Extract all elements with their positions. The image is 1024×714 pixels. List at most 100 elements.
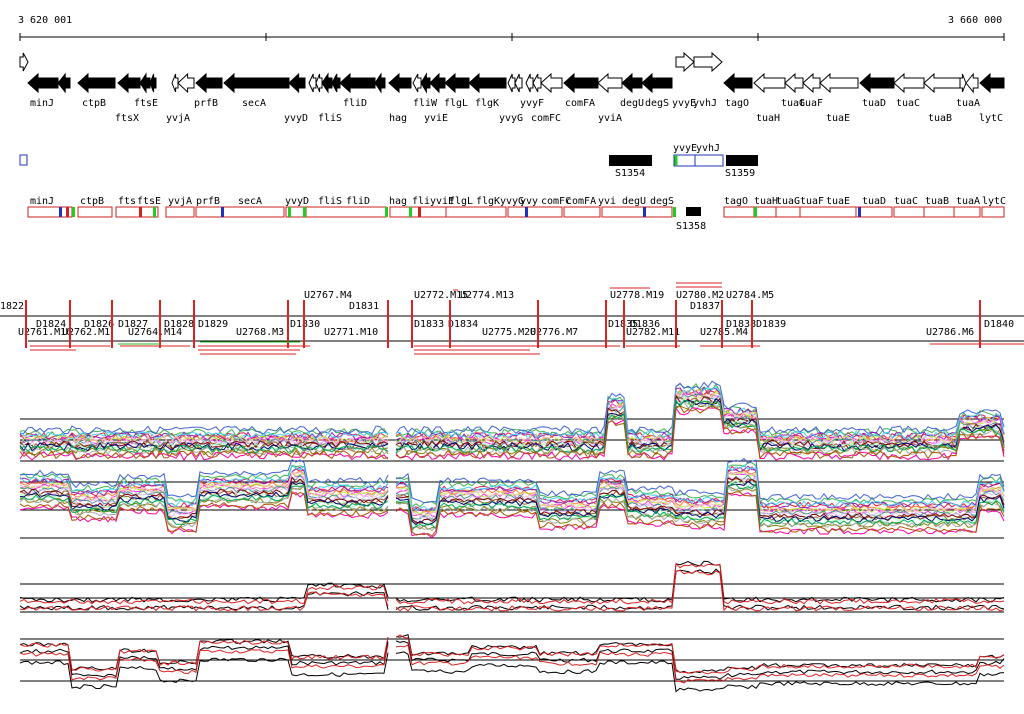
transcript-label[interactable]: U2776.M7	[530, 327, 578, 338]
operon-box[interactable]	[563, 206, 601, 218]
operon-box[interactable]	[753, 206, 777, 218]
transcript-label[interactable]: D1828	[164, 319, 194, 330]
operon-box[interactable]	[601, 206, 673, 218]
gene-label[interactable]: tuaB	[928, 113, 952, 124]
gene-label[interactable]: ctpB	[82, 98, 106, 109]
transcript-label[interactable]: D1838	[726, 319, 756, 330]
gene-arrow[interactable]	[532, 73, 542, 93]
gene-arrow[interactable]	[959, 73, 967, 93]
operon-box[interactable]	[507, 206, 563, 218]
gene-arrow[interactable]	[753, 72, 786, 94]
gene-label[interactable]: fliW	[413, 98, 438, 109]
gene-arrow[interactable]	[57, 72, 71, 94]
gene-label[interactable]: yviE	[424, 113, 448, 124]
gene-arrow[interactable]	[621, 72, 643, 94]
transcript-label[interactable]: D1837	[690, 301, 720, 312]
gene-label[interactable]: secA	[242, 98, 266, 109]
gene-label[interactable]: tuaA	[956, 98, 980, 109]
operon-box[interactable]	[981, 206, 1005, 218]
gene-arrow[interactable]	[693, 51, 723, 73]
gene-label[interactable]: prfB	[194, 98, 218, 109]
transcript-label[interactable]: D1829	[198, 319, 228, 330]
s-block-outline[interactable]	[673, 154, 724, 167]
gene-label[interactable]: yvhJ	[693, 98, 717, 109]
operon-box[interactable]	[953, 206, 981, 218]
gene-label[interactable]: flgL	[444, 98, 468, 109]
gene-arrow[interactable]	[388, 72, 412, 94]
transcript-label[interactable]: U2782.M11	[626, 327, 680, 338]
transcript-label[interactable]: U2784.M5	[726, 290, 774, 301]
gene-arrow[interactable]	[149, 73, 157, 93]
gene-label[interactable]: ftsX	[115, 113, 139, 124]
transcript-label[interactable]: 1822	[0, 301, 24, 312]
operon-box[interactable]	[195, 206, 285, 218]
gene-arrow[interactable]	[802, 72, 821, 94]
transcript-label[interactable]: U2785.M4	[700, 327, 748, 338]
s-block[interactable]	[609, 155, 652, 166]
gene-arrow[interactable]	[525, 73, 534, 93]
transcript-label[interactable]: D1839	[756, 319, 786, 330]
operon-box[interactable]	[799, 206, 857, 218]
operon-box[interactable]	[723, 206, 755, 218]
operon-box[interactable]	[893, 206, 925, 218]
gene-arrow[interactable]	[77, 72, 116, 94]
operon-box[interactable]	[305, 206, 387, 218]
gene-arrow[interactable]	[444, 72, 470, 94]
transcript-label[interactable]: U2771.M10	[324, 327, 378, 338]
gene-label[interactable]: tuaH	[756, 113, 780, 124]
gene-arrow[interactable]	[965, 72, 979, 94]
transcript-label[interactable]: D1836	[630, 319, 660, 330]
gene-arrow[interactable]	[321, 72, 333, 94]
gene-arrow[interactable]	[468, 72, 507, 94]
transcript-label[interactable]: U2778.M19	[610, 290, 664, 301]
transcript-label[interactable]: U2767.M4	[304, 290, 352, 301]
transcript-label[interactable]: D1834	[448, 319, 478, 330]
transcript-label[interactable]: U2764.M14	[128, 327, 182, 338]
gene-label[interactable]: yvyG	[499, 113, 523, 124]
gene-arrow[interactable]	[331, 73, 341, 93]
gene-label[interactable]: lytC	[979, 113, 1003, 124]
transcript-label[interactable]: U2774.M13	[460, 290, 514, 301]
gene-label[interactable]: yviA	[598, 113, 622, 124]
transcript-label[interactable]: D1840	[984, 319, 1014, 330]
gene-arrow[interactable]	[893, 72, 925, 94]
gene-label[interactable]: yvjA	[166, 113, 190, 124]
operon-box[interactable]	[409, 206, 447, 218]
transcript-label[interactable]: U2762.M1	[62, 327, 110, 338]
gene-label[interactable]: yvyF	[520, 98, 544, 109]
gene-arrow[interactable]	[412, 73, 422, 93]
gene-arrow[interactable]	[507, 73, 516, 93]
transcript-label[interactable]: D1830	[290, 319, 320, 330]
operon-box[interactable]	[445, 206, 507, 218]
gene-arrow[interactable]	[420, 72, 431, 94]
gene-arrow[interactable]	[784, 72, 804, 94]
gene-label[interactable]: degS	[645, 98, 669, 109]
transcript-label[interactable]: U2772.M15	[414, 290, 468, 301]
transcript-label[interactable]: D1826	[84, 319, 114, 330]
gene-label[interactable]: fliD	[343, 98, 367, 109]
operon-box[interactable]	[923, 206, 955, 218]
gene-arrow[interactable]	[563, 72, 599, 94]
gene-label[interactable]: yvyD	[284, 113, 308, 124]
gene-label[interactable]: flgK	[475, 98, 499, 109]
gene-arrow[interactable]	[979, 72, 1005, 94]
s-block[interactable]	[686, 207, 701, 216]
gene-arrow[interactable]	[288, 72, 306, 94]
gene-arrow[interactable]	[923, 72, 961, 94]
gene-arrow[interactable]	[177, 72, 195, 94]
gene-arrow[interactable]	[859, 72, 895, 94]
gene-label[interactable]: comFC	[531, 113, 561, 124]
operon-box[interactable]	[77, 206, 113, 218]
gene-arrow[interactable]	[223, 72, 290, 94]
gene-label[interactable]: tuaD	[862, 98, 886, 109]
gene-arrow[interactable]	[315, 73, 323, 93]
gene-label[interactable]: tuaF	[799, 98, 823, 109]
transcript-label[interactable]: U2786.M6	[926, 327, 974, 338]
operon-box[interactable]	[27, 206, 73, 218]
operon-box[interactable]	[389, 206, 411, 218]
gene-arrow[interactable]	[339, 72, 376, 94]
operon-box[interactable]	[855, 206, 893, 218]
gene-arrow[interactable]	[675, 51, 695, 73]
gene-arrow[interactable]	[171, 73, 179, 93]
s-block[interactable]	[726, 155, 758, 166]
